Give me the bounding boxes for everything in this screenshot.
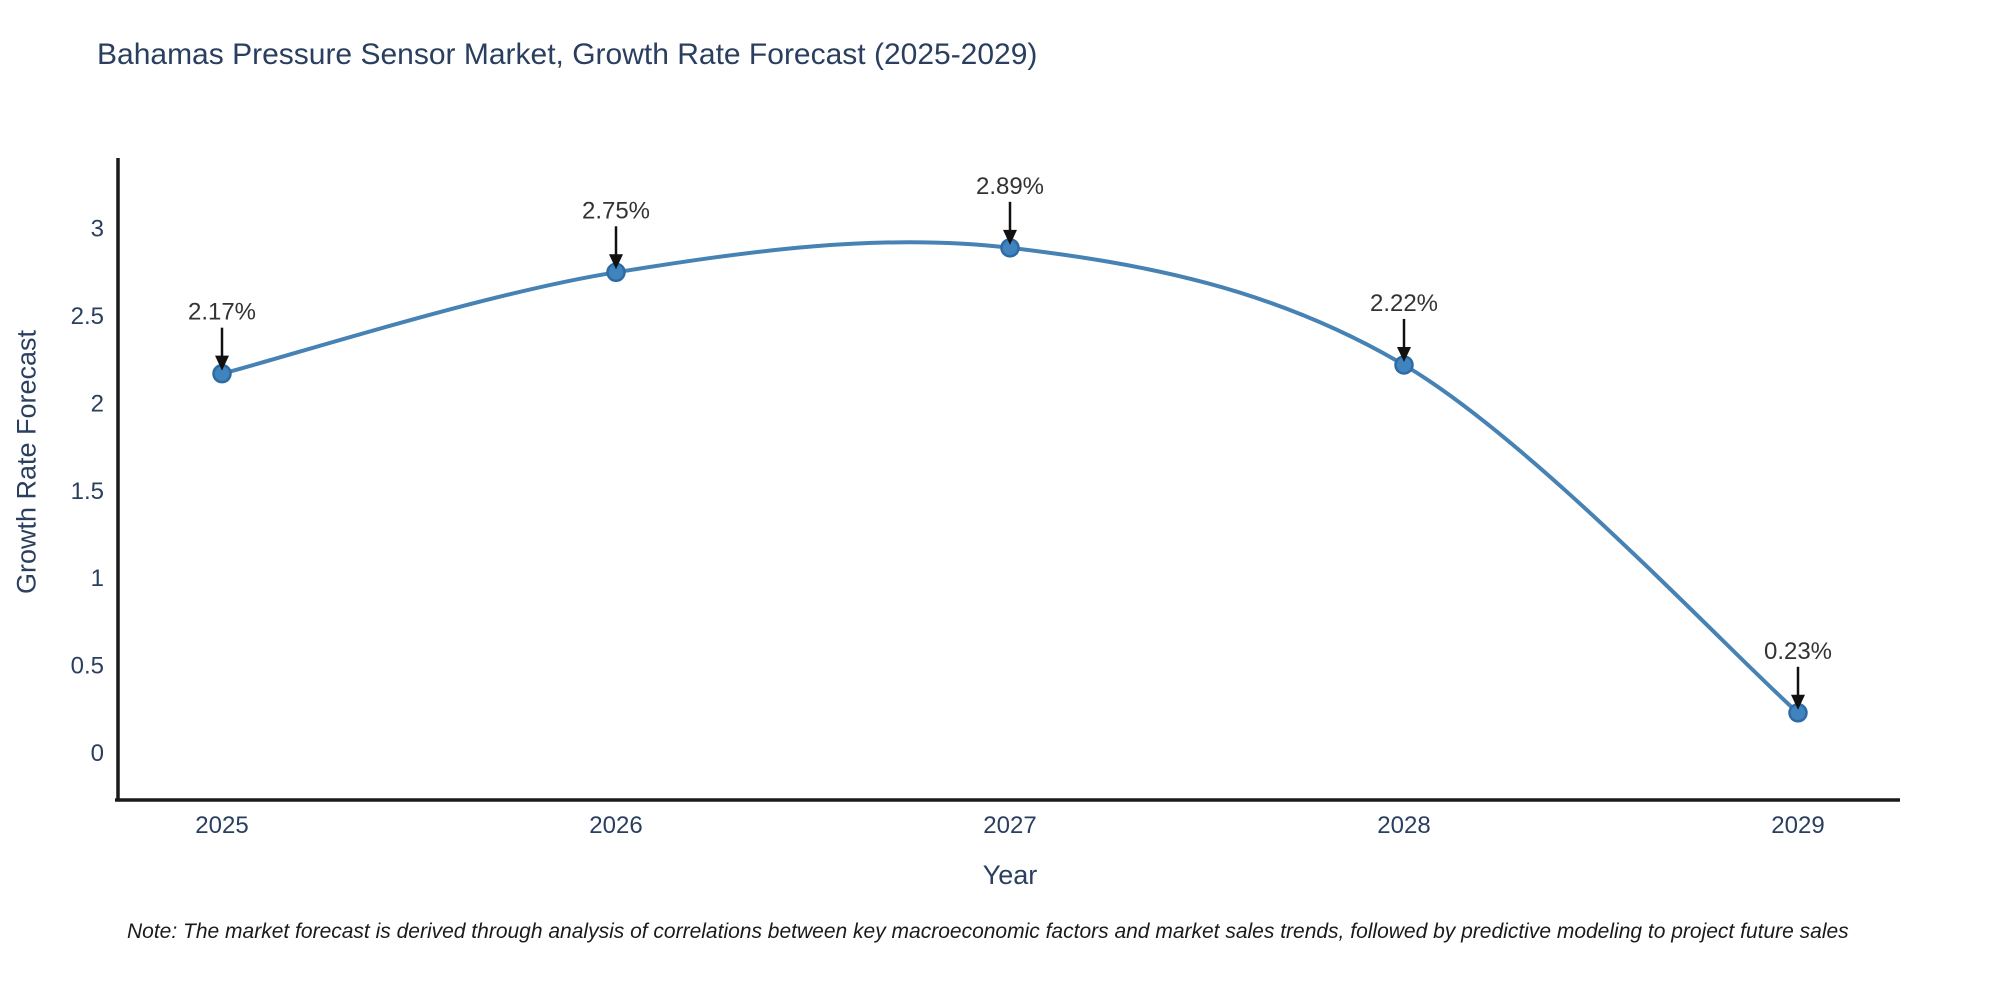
data-point-label: 2.17% bbox=[188, 299, 256, 326]
chart-footnote: Note: The market forecast is derived thr… bbox=[127, 920, 1849, 943]
x-tick-label: 2026 bbox=[589, 812, 642, 839]
x-tick-label: 2028 bbox=[1377, 812, 1430, 839]
y-tick-label: 2.5 bbox=[71, 303, 104, 330]
y-tick-label: 3 bbox=[91, 216, 104, 243]
y-tick-label: 0 bbox=[91, 740, 104, 767]
annotation-arrowhead-icon bbox=[1791, 694, 1805, 710]
y-tick-label: 2 bbox=[91, 390, 104, 417]
data-point-label: 2.75% bbox=[582, 197, 650, 224]
y-tick-label: 1.5 bbox=[71, 478, 104, 505]
annotation-arrowhead-icon bbox=[609, 254, 623, 270]
y-tick-label: 1 bbox=[91, 565, 104, 592]
annotation-arrowhead-icon bbox=[1397, 346, 1411, 362]
chart-title: Bahamas Pressure Sensor Market, Growth R… bbox=[97, 38, 1038, 71]
data-point-label: 2.22% bbox=[1370, 290, 1438, 317]
data-point-label: 2.89% bbox=[976, 173, 1044, 200]
y-tick-label: 0.5 bbox=[71, 653, 104, 680]
annotation-arrowhead-icon bbox=[1003, 229, 1017, 245]
forecast-line bbox=[220, 240, 1800, 715]
x-tick-label: 2025 bbox=[195, 812, 248, 839]
x-tick-label: 2029 bbox=[1771, 812, 1824, 839]
x-axis-title: Year bbox=[982, 860, 1038, 890]
annotation-arrowhead-icon bbox=[215, 355, 229, 371]
data-point-label: 0.23% bbox=[1764, 638, 1832, 665]
x-tick-label: 2027 bbox=[983, 812, 1036, 839]
